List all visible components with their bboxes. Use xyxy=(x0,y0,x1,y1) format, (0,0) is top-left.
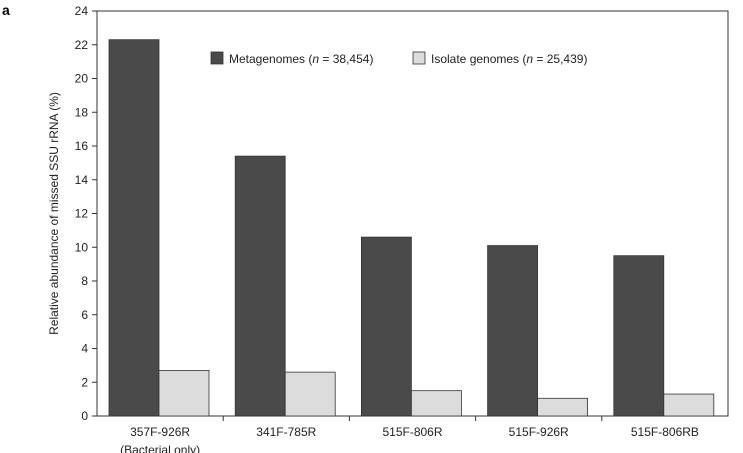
y-tick-label: 24 xyxy=(75,4,89,18)
chart-legend: Metagenomes (n = 38,454) Isolate genomes … xyxy=(210,51,587,66)
y-tick-label: 2 xyxy=(81,375,88,389)
bar-isolate-genomes xyxy=(410,390,462,417)
legend-label: Metagenomes (n = 38,454) xyxy=(229,52,373,66)
panel-label: a xyxy=(2,2,10,18)
bar-metagenomes xyxy=(487,245,539,417)
y-tick-label: 10 xyxy=(75,240,89,254)
legend-swatch xyxy=(210,51,224,65)
bar-isolate-genomes xyxy=(284,371,336,417)
bar-isolate-genomes xyxy=(663,393,715,417)
bar-isolate-genomes xyxy=(537,397,588,417)
legend-swatch xyxy=(412,51,426,65)
x-tick-label: 357F-926R xyxy=(130,425,190,439)
y-tick-label: 20 xyxy=(75,72,89,86)
x-tick-label: 515F-806RB xyxy=(631,425,699,439)
x-tick-label: 515F-806R xyxy=(382,425,442,439)
y-tick-label: 8 xyxy=(81,274,88,288)
bar-metagenomes xyxy=(108,39,160,417)
bar-metagenomes xyxy=(234,155,286,417)
bar-isolate-genomes xyxy=(158,370,210,417)
y-tick-label: 22 xyxy=(75,38,89,52)
legend-label: Isolate genomes (n = 25,439) xyxy=(431,52,587,66)
bar-metagenomes xyxy=(613,255,665,417)
y-tick-label: 12 xyxy=(75,207,89,221)
chart-bars xyxy=(108,39,715,417)
x-tick-label: 515F-926R xyxy=(509,425,569,439)
bar-metagenomes xyxy=(360,236,412,417)
y-tick-label: 0 xyxy=(81,409,88,423)
x-tick-label: 341F-785R xyxy=(256,425,316,439)
y-tick-label: 16 xyxy=(75,139,89,153)
y-tick-label: 14 xyxy=(75,173,89,187)
x-tick-sublabel: (Bacterial only) xyxy=(120,443,200,453)
y-axis-label: Relative abundance of missed SSU rRNA (%… xyxy=(47,92,61,335)
y-tick-label: 4 xyxy=(81,342,88,356)
y-tick-label: 18 xyxy=(75,105,89,119)
y-tick-label: 6 xyxy=(81,308,88,322)
